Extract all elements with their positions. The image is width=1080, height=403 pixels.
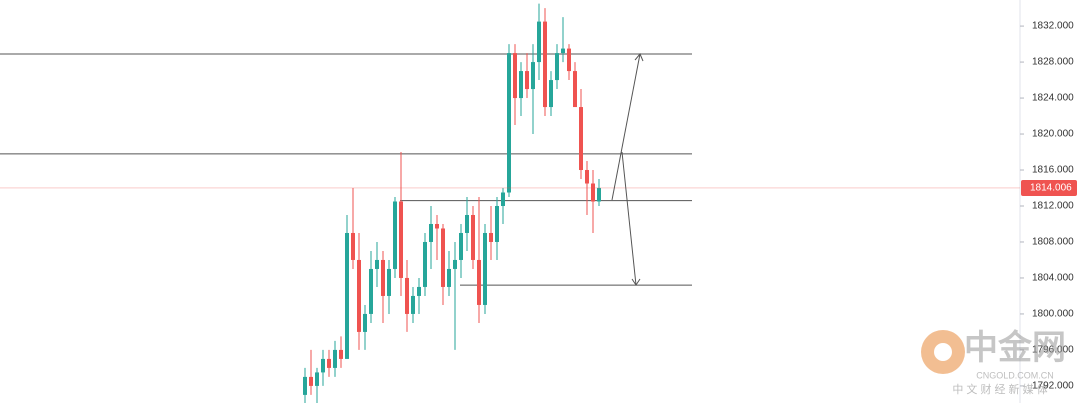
candle-body (525, 71, 529, 90)
y-tick-label: 1820.000 (1032, 129, 1074, 140)
candle-body (543, 21, 547, 108)
candle-body (549, 80, 553, 108)
candle-body (381, 259, 385, 296)
candle-body (405, 277, 409, 314)
candle-body (483, 232, 487, 305)
candle-body (465, 214, 469, 233)
candle-body (309, 376, 313, 386)
candle-body (561, 48, 565, 54)
last-price-label: 1814.006 (1030, 183, 1072, 194)
arrow (611, 53, 641, 201)
candle-body (333, 349, 337, 368)
logo-icon (934, 343, 952, 361)
candle-body (597, 187, 601, 202)
candle-body (321, 358, 325, 373)
candle-body (411, 295, 415, 314)
candle-body (315, 372, 319, 386)
candle-body (303, 376, 307, 395)
candle-body (477, 259, 481, 305)
candle-body (495, 205, 499, 242)
candle-body (453, 259, 457, 269)
candle-body (489, 232, 493, 242)
candle-body (339, 349, 343, 359)
y-tick-label: 1800.000 (1032, 309, 1074, 320)
last-price-box (1021, 179, 1077, 196)
candle-body (501, 192, 505, 206)
candle-body (393, 201, 397, 269)
candle-body (537, 21, 541, 63)
y-tick-label: 1808.000 (1032, 237, 1074, 248)
y-tick-label: 1824.000 (1032, 93, 1074, 104)
y-tick-label: 1832.000 (1032, 21, 1074, 32)
candle-body (573, 71, 577, 108)
candle-body (513, 53, 517, 99)
y-tick-label: 1828.000 (1032, 57, 1074, 68)
y-tick-label: 1796.000 (1032, 345, 1074, 356)
candle-body (375, 259, 379, 269)
candle-body (459, 232, 463, 260)
candle-body (357, 259, 361, 332)
y-tick-label: 1816.000 (1032, 165, 1074, 176)
candle-body (519, 71, 523, 99)
candle-body (327, 358, 331, 368)
candle-body (471, 214, 475, 260)
candle-body (567, 48, 571, 72)
candle-body (429, 223, 433, 242)
candle-body (369, 268, 373, 314)
candle-body (435, 223, 439, 229)
candle-body (399, 201, 403, 278)
candle-body (447, 268, 451, 287)
candle-body (363, 313, 367, 332)
candle-body (591, 183, 595, 202)
candle-body (345, 232, 349, 359)
y-tick-label: 1804.000 (1032, 273, 1074, 284)
candle-body (579, 107, 583, 171)
arrow (621, 151, 637, 286)
candle-body (531, 62, 535, 90)
candle-body (417, 286, 421, 296)
arrow-head (634, 53, 644, 62)
candle-body (423, 241, 427, 287)
candle-body (555, 53, 559, 81)
candle-body (351, 232, 355, 260)
y-tick-label: 1812.000 (1032, 201, 1074, 212)
watermark-logo: 中金网 (964, 328, 1066, 367)
watermark-slogan: 中 文 财 经 新 媒 体 (952, 382, 1047, 396)
watermark: 中金网 CNGOLD.COM.CN 中 文 财 经 新 媒 体 (921, 328, 1066, 396)
candle-body (585, 170, 589, 184)
arrow-head (631, 278, 641, 286)
y-tick-label: 1792.000 (1032, 381, 1074, 392)
watermark-site: CNGOLD.COM.CN (976, 370, 1054, 380)
candle-body (387, 268, 391, 296)
candle-body (507, 53, 511, 193)
candle-body (441, 228, 445, 287)
